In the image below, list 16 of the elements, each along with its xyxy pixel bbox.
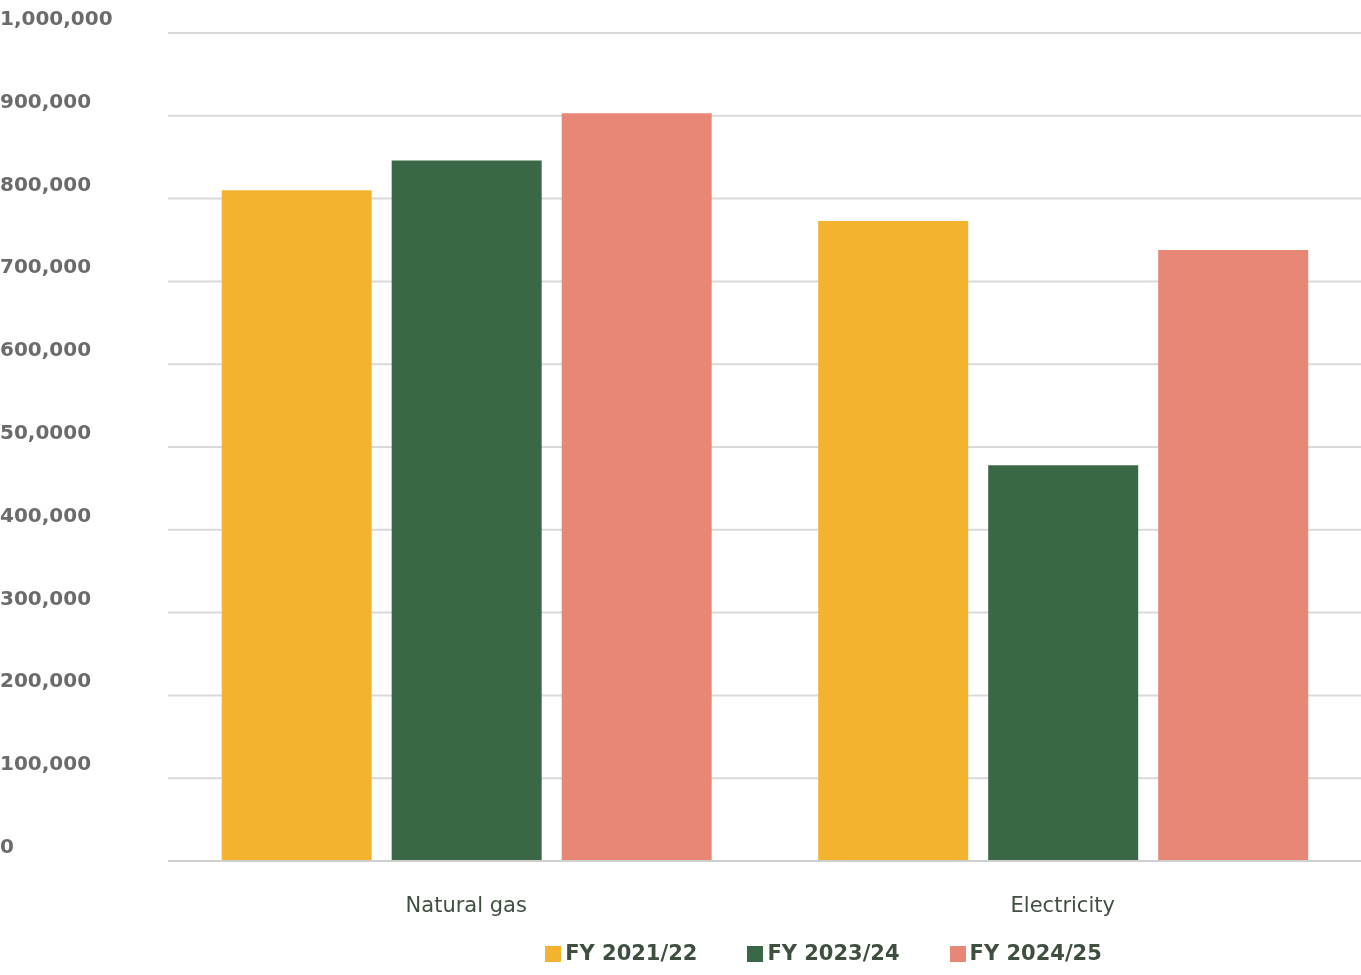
y-tick-label: 200,000 <box>0 668 92 693</box>
y-tick-label: 0 <box>0 834 14 858</box>
x-tick-label: Electricity <box>1010 892 1115 917</box>
x-tick-label: Natural gas <box>405 892 527 917</box>
legend-label: FY 2024/25 <box>969 941 1102 965</box>
legend-label: FY 2021/22 <box>565 941 698 965</box>
y-tick-label: 300,000 <box>0 585 92 610</box>
y-tick-label: 400,000 <box>0 502 92 527</box>
y-tick-label: 800,000 <box>0 171 92 196</box>
y-tick-label: 900,000 <box>0 88 92 113</box>
y-tick-label: 600,000 <box>0 337 92 362</box>
y-tick-label: 50,0000 <box>0 420 92 444</box>
y-tick-label: 100,000 <box>0 751 92 776</box>
legend-label: FY 2023/24 <box>767 941 900 965</box>
y-tick-label: 700,000 <box>0 254 92 279</box>
y-tick-label: 1,000,000 <box>0 6 113 30</box>
